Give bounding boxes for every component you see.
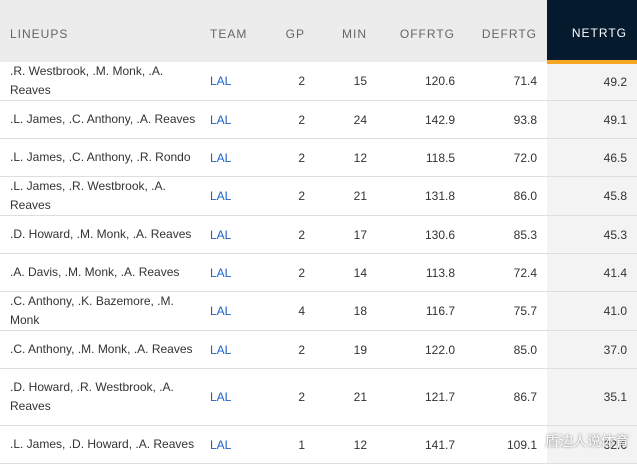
team-link[interactable]: LAL [200,62,270,101]
offrtg-cell: 118.5 [377,138,465,177]
min-cell: 17 [315,215,377,254]
defrtg-cell: 72.4 [465,253,547,292]
min-cell: 21 [315,176,377,216]
gp-cell: 1 [270,425,315,464]
column-header-lineups[interactable]: LINEUPS [0,0,200,62]
column-header-defrtg[interactable]: DEFRTG [465,0,547,62]
netrtg-cell: 45.8 [547,176,637,216]
lineup-cell[interactable]: .D. Howard, .M. Monk, .A. Reaves [0,215,200,254]
defrtg-cell: 86.7 [465,368,547,426]
table-row: .L. James, .C. Anthony, .A. Reaves LAL 2… [0,100,637,139]
offrtg-cell: 142.9 [377,100,465,139]
watermark-text: 盾边人说体育 [545,434,629,450]
team-link[interactable]: LAL [200,330,270,369]
min-cell: 19 [315,330,377,369]
min-cell: 24 [315,100,377,139]
table-row: .D. Howard, .R. Westbrook, .A. Reaves LA… [0,368,637,426]
lineup-cell[interactable]: .C. Anthony, .K. Bazemore, .M. Monk [0,291,200,331]
netrtg-cell: 37.0 [547,330,637,369]
lineup-cell[interactable]: .D. Howard, .R. Westbrook, .A. Reaves [0,368,200,426]
table-row: .D. Howard, .M. Monk, .A. Reaves LAL 2 1… [0,215,637,254]
gp-cell: 2 [270,368,315,426]
defrtg-cell: 75.7 [465,291,547,331]
team-link[interactable]: LAL [200,100,270,139]
lineup-cell[interactable]: .L. James, .R. Westbrook, .A. Reaves [0,176,200,216]
defrtg-cell: 71.4 [465,62,547,101]
team-link[interactable]: LAL [200,368,270,426]
team-link[interactable]: LAL [200,138,270,177]
defrtg-cell: 93.8 [465,100,547,139]
column-header-team[interactable]: TEAM [200,0,270,62]
table-row: .L. James, .C. Anthony, .R. Rondo LAL 2 … [0,138,637,177]
table-row: .C. Anthony, .M. Monk, .A. Reaves LAL 2 … [0,330,637,369]
table-row: .C. Anthony, .K. Bazemore, .M. Monk LAL … [0,291,637,331]
lineup-cell[interactable]: .A. Davis, .M. Monk, .A. Reaves [0,253,200,292]
lineup-cell[interactable]: .L. James, .D. Howard, .A. Reaves [0,425,200,464]
offrtg-cell: 130.6 [377,215,465,254]
lineup-cell[interactable]: .C. Anthony, .M. Monk, .A. Reaves [0,330,200,369]
header-row: LINEUPS TEAM GP MIN OFFRTG DEFRTG NETRTG [0,0,637,64]
table-row: .L. James, .D. Howard, .A. Reaves LAL 1 … [0,425,637,464]
min-cell: 12 [315,425,377,464]
team-link[interactable]: LAL [200,291,270,331]
gp-cell: 2 [270,100,315,139]
lineup-cell[interactable]: .L. James, .C. Anthony, .A. Reaves [0,100,200,139]
team-link[interactable]: LAL [200,253,270,292]
offrtg-cell: 141.7 [377,425,465,464]
team-link[interactable]: LAL [200,425,270,464]
min-cell: 18 [315,291,377,331]
min-cell: 21 [315,368,377,426]
gp-cell: 2 [270,215,315,254]
offrtg-cell: 121.7 [377,368,465,426]
lineup-cell[interactable]: .R. Westbrook, .M. Monk, .A. Reaves [0,62,200,101]
defrtg-cell: 109.1 [465,425,547,464]
table-row: .R. Westbrook, .M. Monk, .A. Reaves LAL … [0,62,637,101]
netrtg-cell: 32.6 [547,425,637,464]
netrtg-cell: 49.1 [547,100,637,139]
min-cell: 15 [315,62,377,101]
table-row: .A. Davis, .M. Monk, .A. Reaves LAL 2 14… [0,253,637,292]
offrtg-cell: 131.8 [377,176,465,216]
defrtg-cell: 86.0 [465,176,547,216]
team-link[interactable]: LAL [200,215,270,254]
offrtg-cell: 116.7 [377,291,465,331]
defrtg-cell: 85.0 [465,330,547,369]
column-header-offrtg[interactable]: OFFRTG [377,0,465,62]
min-cell: 14 [315,253,377,292]
team-link[interactable]: LAL [200,176,270,216]
column-header-min[interactable]: MIN [315,0,377,62]
defrtg-cell: 85.3 [465,215,547,254]
netrtg-cell: 41.0 [547,291,637,331]
table-row: .L. James, .R. Westbrook, .A. Reaves LAL… [0,176,637,216]
netrtg-cell: 45.3 [547,215,637,254]
gp-cell: 2 [270,330,315,369]
netrtg-cell: 46.5 [547,138,637,177]
netrtg-cell: 35.1 [547,368,637,426]
defrtg-cell: 72.0 [465,138,547,177]
column-header-netrtg[interactable]: NETRTG [547,0,637,64]
column-header-gp[interactable]: GP [270,0,315,62]
gp-cell: 2 [270,62,315,101]
lineup-cell[interactable]: .L. James, .C. Anthony, .R. Rondo [0,138,200,177]
gp-cell: 2 [270,138,315,177]
gp-cell: 4 [270,291,315,331]
gp-cell: 2 [270,176,315,216]
offrtg-cell: 120.6 [377,62,465,101]
offrtg-cell: 113.8 [377,253,465,292]
netrtg-cell: 41.4 [547,253,637,292]
min-cell: 12 [315,138,377,177]
netrtg-cell: 49.2 [547,62,637,101]
gp-cell: 2 [270,253,315,292]
offrtg-cell: 122.0 [377,330,465,369]
